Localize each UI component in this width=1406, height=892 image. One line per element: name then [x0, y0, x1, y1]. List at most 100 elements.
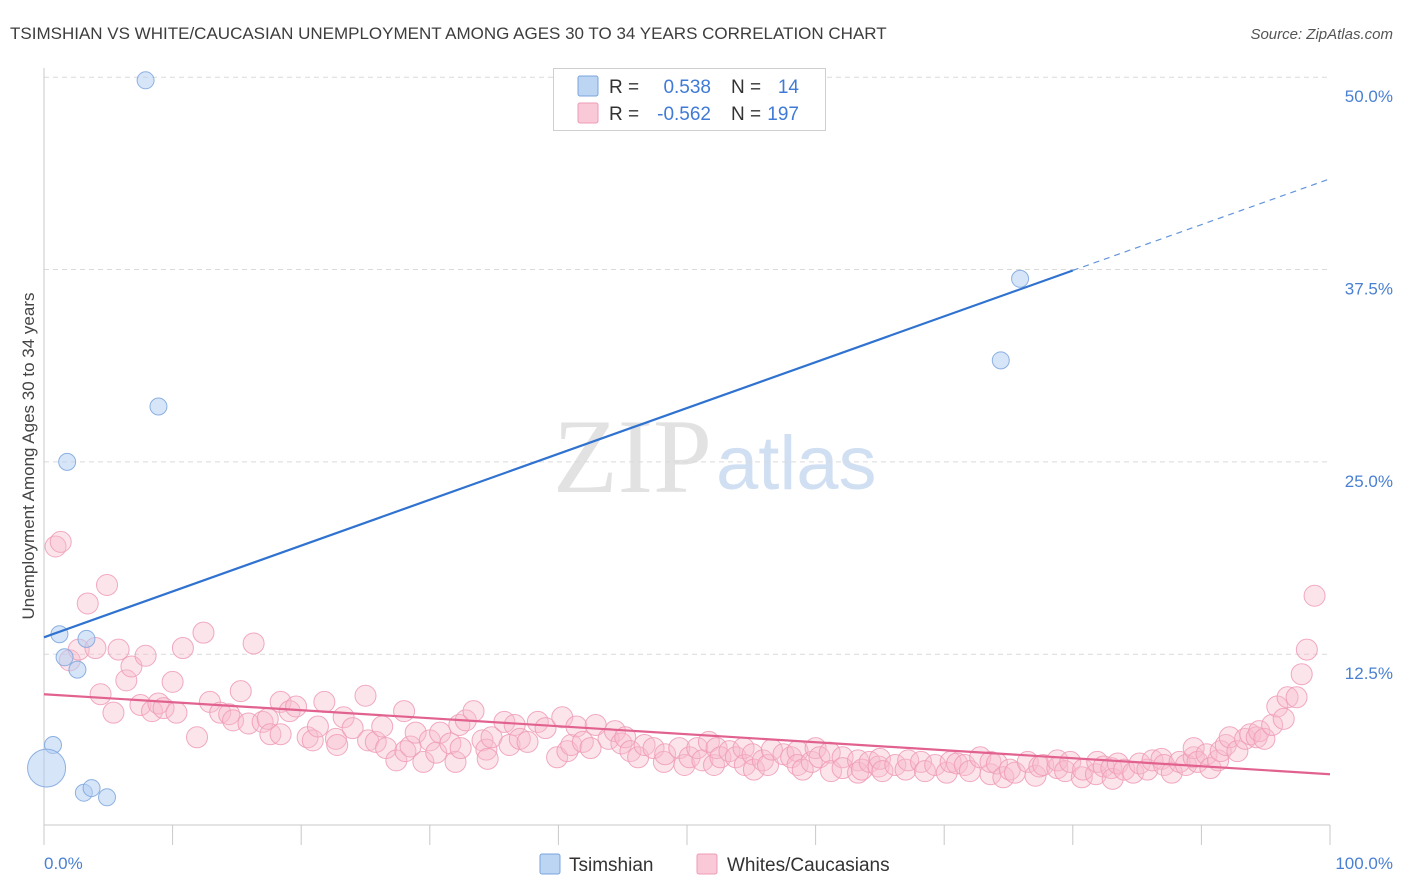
white-caucasian-point [1303, 584, 1326, 607]
white-caucasian-point [306, 715, 329, 738]
white-caucasian-point [979, 750, 1002, 773]
white-caucasian-point [371, 715, 394, 738]
white-caucasian-point [534, 717, 557, 740]
white-caucasian-point [724, 746, 747, 769]
white-caucasian-point [1070, 766, 1093, 789]
white-caucasian-point [218, 703, 241, 726]
white-caucasian-point [313, 690, 336, 713]
white-caucasian-point [412, 750, 435, 773]
white-caucasian-point [229, 680, 252, 703]
tsimshian-legend-swatch [577, 75, 599, 97]
white-caucasian-point [341, 717, 364, 740]
white-caucasian-point [742, 758, 765, 781]
tsimshian-point [82, 779, 101, 798]
white-caucasian-point [237, 712, 260, 735]
tsimshian-point [98, 788, 117, 807]
white-caucasian-point [579, 737, 602, 760]
white-caucasian-point [1290, 663, 1313, 686]
white-caucasian-point [614, 726, 637, 749]
white-caucasian-point [516, 730, 539, 753]
stats-legend: R = 0.538 N = 14 R = -0.562 N = 197 [553, 68, 826, 131]
white-caucasian-point [1141, 749, 1164, 772]
white-caucasian-point [209, 701, 232, 724]
watermark-zip: ZIP [553, 398, 712, 515]
white-caucasian-point [49, 530, 72, 553]
white-caucasian-point [1239, 723, 1262, 746]
white-caucasian-point [102, 701, 125, 724]
white-caucasian-r-value: -0.562 [657, 104, 711, 125]
watermark: ZIP atlas [553, 398, 877, 515]
white-caucasian-point [1276, 686, 1299, 709]
tsimshian-n-value: 14 [778, 77, 800, 98]
white-caucasian-point [1295, 638, 1318, 661]
white-caucasian-point [633, 733, 656, 756]
white-caucasian-point [444, 750, 467, 773]
tsimshian-point [136, 71, 155, 90]
white-caucasian-point [1226, 740, 1249, 763]
tsimshian-point [68, 660, 87, 679]
white-caucasian-point [678, 746, 701, 769]
white-caucasian-point [161, 670, 184, 693]
tsimshian-point [58, 452, 77, 471]
white-caucasian-point [385, 749, 408, 772]
white-caucasian-point [354, 684, 377, 707]
tsimshian-point [991, 351, 1010, 370]
white-caucasian-point [324, 727, 347, 750]
x-tick-label: 0.0% [44, 854, 83, 873]
white-caucasian-point [192, 621, 215, 644]
white-caucasian-points [44, 530, 1326, 790]
white-caucasian-point [551, 706, 574, 729]
white-caucasian-point [913, 760, 936, 783]
white-caucasian-point [686, 737, 709, 760]
white-caucasian-point [610, 732, 633, 755]
white-caucasian-point [242, 632, 265, 655]
white-caucasian-point [393, 700, 416, 723]
white-caucasian-point [546, 746, 569, 769]
white-caucasian-point [171, 637, 194, 660]
watermark-atlas: atlas [716, 421, 877, 506]
white-caucasian-point [165, 701, 188, 724]
tsimshian-point [1011, 269, 1030, 288]
white-caucasian-point [1024, 764, 1047, 787]
white-caucasian-point [718, 740, 741, 763]
white-caucasian-point [134, 644, 157, 667]
white-caucasian-point [1160, 761, 1183, 784]
white-caucasian-point [449, 737, 472, 760]
white-caucasian-point [1168, 750, 1191, 773]
white-caucasian-point [946, 752, 969, 775]
tsimshian-trend-line [43, 269, 1074, 639]
white-caucasian-point [526, 710, 549, 733]
white-caucasian-point [89, 683, 112, 706]
white-caucasian-point [884, 753, 907, 776]
y-tick-label: 37.5% [1345, 280, 1393, 299]
tsimshian-point [77, 629, 96, 648]
tsimshian-point [27, 748, 67, 788]
white-caucasian-point [571, 730, 594, 753]
white-caucasian-point [404, 721, 427, 744]
x-tick-label: 100.0% [1335, 854, 1393, 873]
tsimshian-points [27, 71, 1030, 807]
white-caucasian-point [1182, 746, 1205, 769]
white-caucasian-point [705, 737, 728, 760]
white-caucasian-point [269, 723, 292, 746]
white-caucasian-point [76, 592, 99, 615]
white-caucasian-legend-swatch [577, 102, 599, 124]
y-tick-label: 25.0% [1345, 472, 1393, 491]
white-caucasian-point [1285, 686, 1308, 709]
tsimshian-series-label: Tsimshian [569, 855, 653, 876]
white-caucasian-series-swatch [696, 853, 718, 875]
white-caucasian-point [910, 750, 933, 773]
tsimshian-point [55, 648, 74, 667]
white-caucasian-point [867, 755, 890, 778]
white-caucasian-point [1272, 707, 1295, 730]
y-tick-labels: 12.5% 25.0% 37.5% 50.0% [1345, 87, 1393, 683]
white-caucasian-point [1182, 737, 1205, 760]
chart-source: Source: ZipAtlas.com [1250, 26, 1393, 43]
white-caucasian-point [654, 743, 677, 766]
tsimshian-trend-line-extension [1072, 178, 1331, 272]
y-tick-label: 12.5% [1345, 664, 1393, 683]
white-caucasian-n-value: 197 [767, 104, 799, 125]
white-caucasian-point [979, 763, 1002, 786]
tsimshian-r-value: 0.538 [663, 77, 711, 98]
